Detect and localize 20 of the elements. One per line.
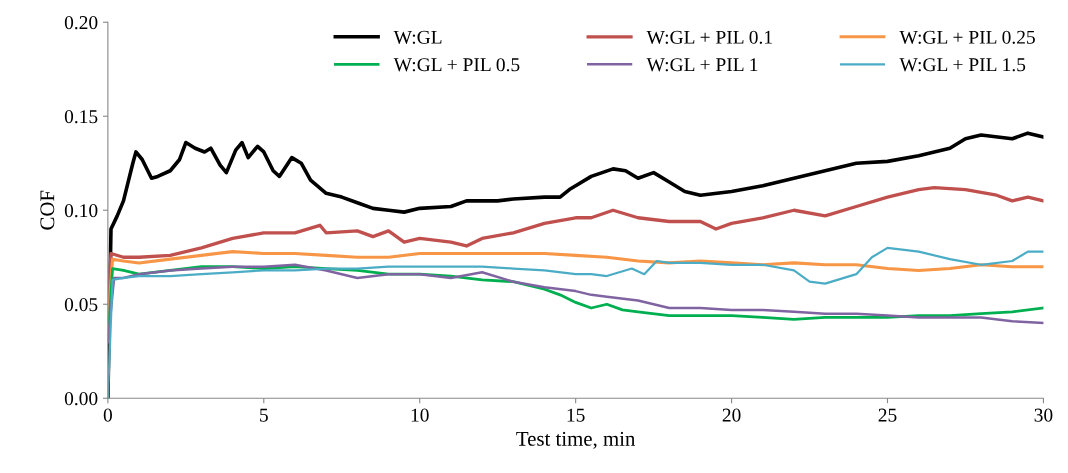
y-tick-label: 0.00 bbox=[64, 392, 98, 406]
legend-label: W:GL + PIL 1.5 bbox=[899, 58, 1026, 72]
legend-label: W:GL + PIL 0.5 bbox=[393, 58, 520, 72]
x-tick-label: 20 bbox=[722, 408, 741, 422]
y-axis-title: COF bbox=[40, 190, 55, 230]
x-tick-label: 10 bbox=[411, 408, 429, 422]
y-tick-label: 0.05 bbox=[64, 298, 98, 312]
x-axis-title: Test time, min bbox=[516, 431, 636, 449]
x-tick-label: 30 bbox=[1034, 408, 1053, 422]
x-tick-label: 0 bbox=[103, 408, 112, 422]
y-tick-label: 0.20 bbox=[64, 16, 98, 30]
legend-label: W:GL + PIL 0.1 bbox=[646, 30, 772, 44]
x-tick-label: 15 bbox=[567, 408, 585, 422]
y-tick-label: 0.15 bbox=[64, 110, 98, 124]
x-tick-label: 25 bbox=[878, 408, 897, 422]
x-tick-label: 5 bbox=[260, 408, 268, 422]
legend-label: W:GL + PIL 1 bbox=[646, 58, 758, 72]
legend-label: W:GL + PIL 0.25 bbox=[899, 30, 1035, 44]
legend-label: W:GL bbox=[393, 30, 442, 44]
y-tick-label: 0.10 bbox=[64, 204, 98, 218]
